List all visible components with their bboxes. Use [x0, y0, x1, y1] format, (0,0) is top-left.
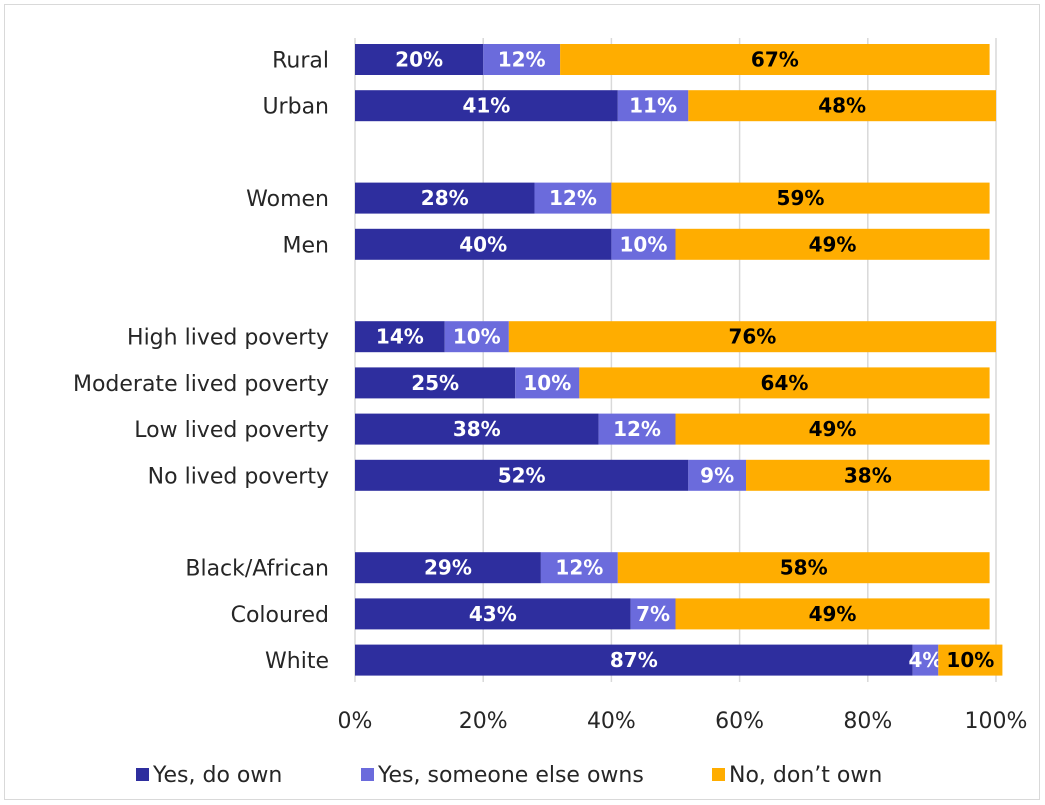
data-label: 9% — [700, 463, 734, 487]
data-label: 4% — [909, 648, 943, 672]
category-labels: Rural Urban Women Men High lived poverty Mode… — [73, 49, 329, 675]
bar-segment — [617, 552, 990, 584]
data-label: 12% — [549, 186, 597, 210]
data-label: 11% — [629, 94, 677, 118]
data-label: 76% — [728, 325, 776, 349]
data-label: 40% — [459, 232, 507, 256]
data-label: 49% — [809, 232, 857, 256]
data-label: 10% — [523, 371, 571, 395]
legend-swatch — [712, 768, 725, 781]
data-label: 14% — [376, 325, 424, 349]
legend-swatch — [136, 768, 149, 781]
data-label: 28% — [421, 186, 469, 210]
bar-segment — [483, 44, 561, 75]
data-label: 49% — [809, 602, 857, 626]
data-label: 12% — [555, 556, 603, 580]
category-label: Men — [283, 233, 329, 258]
bar-segment — [617, 90, 689, 122]
bar-segment — [444, 321, 509, 353]
data-label: 25% — [411, 371, 459, 395]
bar-segment — [675, 413, 990, 445]
data-label: 10% — [453, 325, 501, 349]
data-label: 48% — [818, 94, 866, 118]
bar-segment — [688, 459, 747, 491]
bar-segment — [675, 228, 990, 260]
bar-segment — [355, 459, 689, 491]
data-label: 10% — [946, 648, 994, 672]
bar-segment — [540, 552, 618, 584]
category-label: High lived poverty — [127, 326, 329, 351]
x-tick-label: 40% — [587, 709, 636, 734]
data-label: 43% — [469, 602, 517, 626]
data-label: 49% — [809, 417, 857, 441]
category-label: No lived poverty — [148, 464, 329, 489]
bar-segment — [355, 552, 541, 584]
bar-segment — [675, 598, 990, 630]
bar-segment — [598, 413, 676, 445]
data-label: 41% — [462, 94, 510, 118]
bar-segment — [355, 598, 631, 630]
bar-segment — [355, 413, 599, 445]
gridlines — [354, 38, 997, 682]
category-label: Black/African — [185, 557, 329, 582]
data-label: 87% — [610, 648, 658, 672]
data-label: 29% — [424, 556, 472, 580]
bar-segment — [579, 367, 990, 399]
data-label: 38% — [844, 463, 892, 487]
legend-swatch — [361, 768, 374, 781]
category-label: Women — [246, 187, 329, 212]
x-tick-label: 20% — [459, 709, 508, 734]
bar-segment — [611, 228, 676, 260]
data-label: 67% — [751, 48, 799, 72]
bar-segment — [355, 44, 484, 75]
data-label: 12% — [613, 417, 661, 441]
x-tick-label: 60% — [715, 709, 764, 734]
x-tick-labels: 0% 20% 40% 60% 80% 100% — [338, 709, 1028, 734]
bar-segment — [355, 367, 516, 399]
data-label: 58% — [780, 556, 828, 580]
bar-segment — [688, 90, 996, 122]
chart-frame — [4, 4, 1040, 800]
bar-segment — [355, 228, 612, 260]
bar-segment — [611, 182, 990, 214]
bar-segment — [515, 367, 580, 399]
bar-segment — [938, 644, 1003, 676]
category-label: White — [265, 649, 329, 674]
bar-segment — [355, 182, 535, 214]
bars: 20% 12% 67% 41% 11% 48% 28% 12% 59% 40% 10% 49% 14% 1… — [355, 44, 1003, 676]
category-label: Coloured — [231, 603, 329, 628]
x-tick-label: 0% — [338, 709, 373, 734]
bar-segment — [560, 44, 990, 75]
data-label: 59% — [777, 186, 825, 210]
bar-segment — [355, 90, 618, 122]
bar-segment — [508, 321, 996, 353]
legend-label: Yes, someone else owns — [377, 763, 644, 788]
data-label: 10% — [620, 232, 668, 256]
data-label: 7% — [636, 602, 670, 626]
legend-label: No, don’t own — [729, 763, 882, 788]
bar-segment — [912, 644, 939, 676]
data-label: 38% — [453, 417, 501, 441]
bar-segment — [746, 459, 990, 491]
bar-segment — [355, 644, 913, 676]
category-label: Moderate lived poverty — [73, 372, 329, 397]
data-label: 64% — [761, 371, 809, 395]
category-label: Rural — [272, 49, 329, 74]
data-label: 12% — [498, 48, 546, 72]
x-tick-label: 80% — [843, 709, 892, 734]
data-label: 52% — [498, 463, 546, 487]
data-label: 20% — [395, 48, 443, 72]
category-label: Urban — [262, 95, 329, 120]
category-label: Low lived poverty — [134, 418, 329, 443]
x-tick-label: 100% — [965, 709, 1028, 734]
legend-label: Yes, do own — [152, 763, 282, 788]
legend: Yes, do own Yes, someone else owns No, don… — [136, 763, 882, 788]
bar-segment — [534, 182, 612, 214]
bar-segment — [630, 598, 676, 630]
bar-segment — [355, 321, 445, 353]
